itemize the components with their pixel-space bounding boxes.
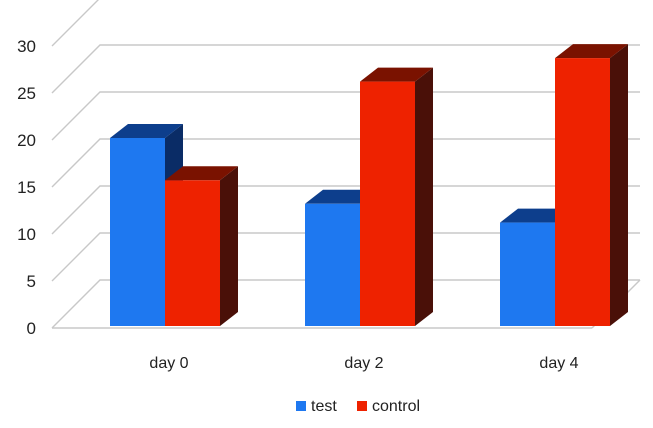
- legend-item: control: [357, 398, 420, 415]
- y-tick-label: 5: [27, 272, 36, 291]
- gridline: [51, 279, 640, 329]
- bar-top: [305, 189, 378, 204]
- gridline: [51, 232, 640, 282]
- bar-side: [610, 44, 628, 326]
- gridline: [51, 91, 640, 141]
- bar-front: [110, 138, 165, 326]
- x-category-label: day 2: [344, 355, 383, 372]
- legend-item: test: [296, 398, 337, 415]
- gridline: [51, 185, 640, 235]
- legend: test control: [296, 398, 420, 415]
- bar-top: [500, 208, 573, 223]
- y-axis-ticks: 0 5 10 15 20 25 30: [17, 37, 36, 338]
- bar-side: [415, 67, 433, 326]
- gridline: [51, 44, 640, 94]
- y-tick-label: 10: [17, 225, 36, 244]
- bar-front: [500, 222, 555, 326]
- bar-front: [555, 58, 610, 326]
- y-tick-label: 30: [17, 37, 36, 56]
- legend-swatch: [296, 401, 306, 411]
- bars: [110, 44, 628, 326]
- bar-side: [220, 166, 238, 326]
- bar-front: [305, 203, 360, 326]
- y-tick-label: 0: [27, 319, 36, 338]
- bar-top: [555, 44, 628, 59]
- bar: [165, 166, 238, 326]
- y-tick-label: 20: [17, 131, 36, 150]
- legend-swatch: [357, 401, 367, 411]
- gridlines: [51, 0, 641, 329]
- bar: [360, 67, 433, 326]
- bar-front: [165, 180, 220, 326]
- y-tick-label: 25: [17, 84, 36, 103]
- x-category-label: day 0: [149, 355, 188, 372]
- y-tick-label: 15: [17, 178, 36, 197]
- gridline: [51, 138, 640, 188]
- gridline: [51, 0, 99, 47]
- legend-label: control: [372, 398, 420, 415]
- bar-top: [165, 166, 238, 181]
- x-axis-categories: day 0 day 2 day 4: [149, 355, 578, 372]
- bar-top: [110, 124, 183, 138]
- bar-front: [360, 81, 415, 326]
- bar: [555, 44, 628, 326]
- x-category-label: day 4: [539, 355, 578, 372]
- legend-label: test: [311, 398, 337, 415]
- bar-top: [360, 67, 433, 82]
